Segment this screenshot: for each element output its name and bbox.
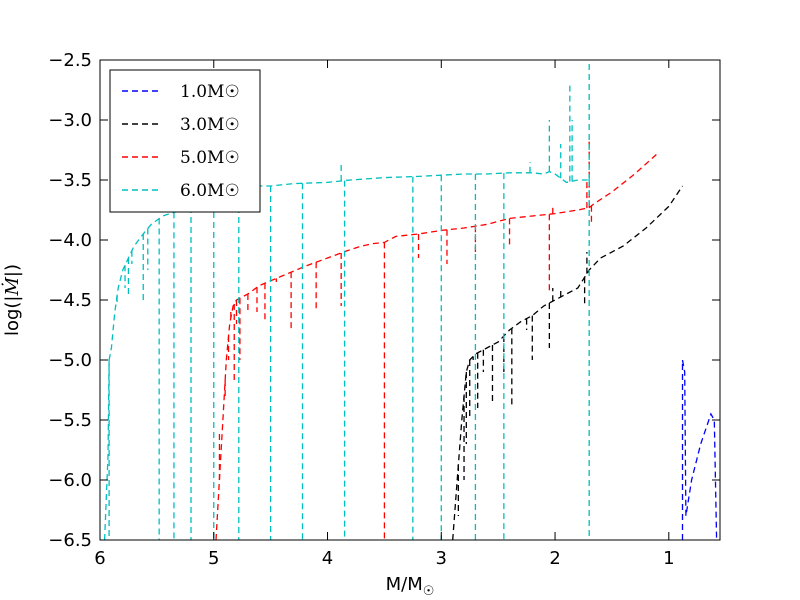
y-tick-label: −6.0 bbox=[48, 470, 92, 491]
legend-label-1: 1.0M☉ bbox=[180, 82, 240, 102]
x-tick-label: 5 bbox=[208, 548, 219, 569]
y-tick-label: −5.0 bbox=[48, 350, 92, 371]
series-line-3 bbox=[215, 153, 658, 540]
x-tick-label: 6 bbox=[94, 548, 105, 569]
legend-label-4: 6.0M☉ bbox=[180, 181, 240, 201]
y-tick-label: −3.0 bbox=[48, 110, 92, 131]
series-line-2 bbox=[452, 185, 684, 540]
legend-label-2: 3.0M☉ bbox=[180, 115, 240, 135]
legend-box bbox=[109, 69, 261, 213]
x-axis-label: M/M☉ bbox=[386, 574, 435, 599]
y-tick-label: −6.5 bbox=[48, 530, 92, 551]
y-axis-label: log(|Ṁ|) bbox=[0, 264, 23, 336]
x-tick-label: 4 bbox=[322, 548, 333, 569]
series-line-1 bbox=[681, 359, 718, 540]
x-tick-label: 3 bbox=[436, 548, 447, 569]
y-tick-label: −3.5 bbox=[48, 170, 92, 191]
y-tick-label: −5.5 bbox=[48, 410, 92, 431]
legend: 1.0M☉ 3.0M☉ 5.0M☉ 6.0M☉ bbox=[109, 69, 261, 213]
y-tick-label: −2.5 bbox=[48, 50, 92, 71]
y-tick-label: −4.5 bbox=[48, 290, 92, 311]
legend-label-3: 5.0M☉ bbox=[180, 148, 240, 168]
x-tick-label: 1 bbox=[663, 548, 674, 569]
y-tick-label: −4.0 bbox=[48, 230, 92, 251]
x-tick-label: 2 bbox=[549, 548, 560, 569]
